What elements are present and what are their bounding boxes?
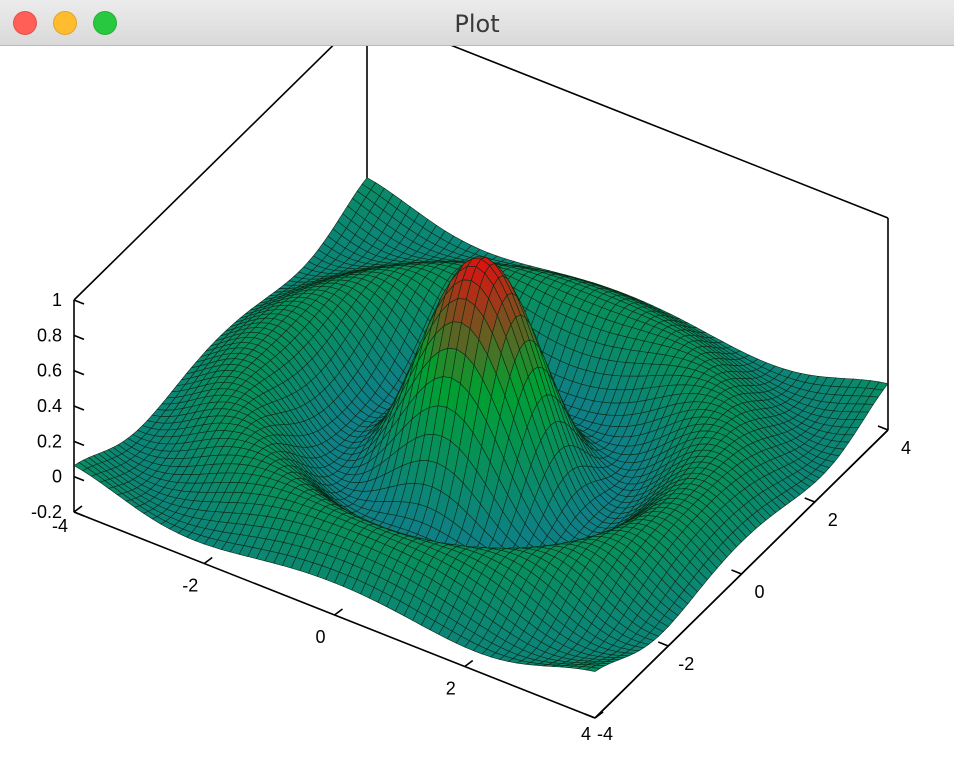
minimize-button[interactable] [53, 11, 77, 35]
z-tick [73, 299, 85, 305]
title-bar[interactable]: Plot [0, 0, 954, 46]
y-tick-label: 4 [901, 438, 911, 458]
x-tick-label: -4 [52, 516, 68, 536]
y-tick [584, 713, 596, 719]
x-tick [594, 711, 604, 719]
plot-area: -0.2 0 0.2 0.4 0.6 0.8 1 -4 -2 0 2 4 -4 -2 0 2 4 [0, 46, 954, 762]
x-tick [73, 505, 83, 513]
y-tick-label: -4 [597, 724, 613, 744]
z-tick [73, 369, 85, 376]
y-tick [657, 641, 669, 647]
x-tick-label: 0 [315, 627, 325, 647]
z-tick-label: -0.2 [31, 502, 62, 522]
x-tick-label: 2 [446, 679, 456, 699]
x-tick-label: 4 [581, 724, 591, 744]
x-tick-label: -2 [182, 576, 198, 596]
y-tick-label: 2 [828, 510, 838, 530]
y-tick [804, 497, 816, 503]
y-tick [731, 569, 742, 575]
window-title: Plot [454, 10, 500, 38]
y-tick-label: -2 [678, 654, 694, 674]
z-tick-label: 0.6 [37, 361, 62, 381]
box-edge-top-back [450, 46, 889, 219]
x-tick [334, 608, 343, 616]
axes: -0.2 0 0.2 0.4 0.6 0.8 1 -4 -2 0 2 4 -4 -2 0 2 4 [31, 290, 911, 744]
surface-facet [585, 666, 601, 672]
surface-plot: -0.2 0 0.2 0.4 0.6 0.8 1 -4 -2 0 2 4 -4 -2 0 2 4 [31, 46, 911, 744]
z-tick-label: 0 [52, 467, 62, 487]
x-tick [464, 659, 474, 668]
y-tick-label: 0 [754, 582, 764, 602]
box-edge-top-left [73, 46, 334, 301]
z-tick-label: 1 [52, 290, 62, 310]
surface-mesh [73, 177, 889, 672]
maximize-button[interactable] [93, 11, 117, 35]
z-tick-label: 0.2 [37, 431, 62, 451]
z-tick [73, 511, 85, 517]
z-tick-label: 0.4 [37, 396, 62, 416]
z-tick [73, 334, 85, 341]
z-tick-label: 0.8 [37, 325, 62, 345]
z-tick [73, 405, 85, 411]
z-tick [73, 440, 85, 447]
x-tick [203, 556, 213, 565]
y-tick [877, 425, 889, 431]
z-tick [73, 475, 85, 482]
close-button[interactable] [13, 11, 37, 35]
